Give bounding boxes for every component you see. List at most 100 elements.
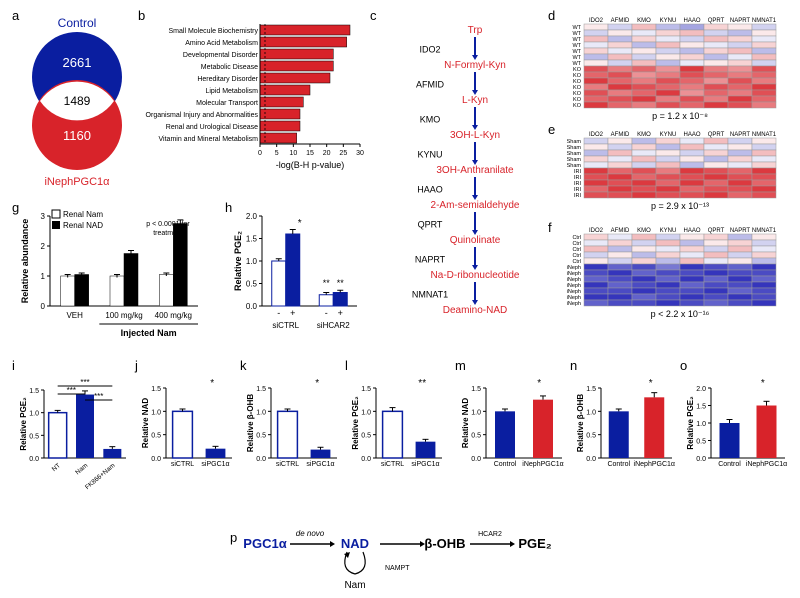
svg-text:0.0: 0.0: [586, 456, 596, 463]
svg-text:0.0: 0.0: [361, 456, 371, 463]
svg-text:Injected Nam: Injected Nam: [121, 328, 177, 338]
svg-text:0.0: 0.0: [151, 456, 161, 463]
svg-text:AFMID: AFMID: [416, 80, 444, 90]
svg-text:IDO2: IDO2: [419, 45, 440, 55]
svg-text:**: **: [323, 278, 331, 288]
svg-text:Nam: Nam: [344, 580, 365, 591]
hbar-chart: Small Molecule BiochemistryAmino Acid Me…: [142, 22, 367, 172]
svg-text:PGC1α: PGC1α: [243, 536, 286, 551]
svg-text:Relative PGE₂: Relative PGE₂: [19, 397, 28, 451]
svg-text:Trp: Trp: [468, 25, 483, 36]
barchart-h: 0.00.51.01.52.0-+siCTRL-+siHCAR2Relative…: [232, 208, 370, 353]
svg-text:2-Am-semialdehyde: 2-Am-semialdehyde: [431, 200, 520, 211]
barchart-i: 0.00.51.01.5NTNamFK866+NamRelative PGE₂*…: [18, 368, 133, 498]
svg-text:*: *: [210, 378, 214, 389]
svg-text:siCTRL: siCTRL: [381, 461, 404, 468]
barchart-m: 0.00.51.01.5ControliNephPGC1αRelative NA…: [460, 368, 570, 498]
svg-text:0.0: 0.0: [696, 456, 706, 463]
svg-text:***: ***: [80, 378, 89, 387]
svg-text:0.5: 0.5: [696, 439, 706, 446]
svg-text:Renal Nam: Renal Nam: [63, 210, 103, 219]
svg-text:IDO2: IDO2: [589, 132, 604, 138]
svg-text:QPRT: QPRT: [418, 220, 443, 230]
svg-text:0.5: 0.5: [246, 280, 258, 289]
svg-text:0.5: 0.5: [151, 433, 161, 440]
svg-text:NT: NT: [51, 462, 62, 473]
svg-text:Vitamin and Mineral Metabolism: Vitamin and Mineral Metabolism: [159, 136, 259, 143]
svg-text:**: **: [337, 278, 345, 288]
svg-text:*: *: [649, 378, 653, 389]
svg-text:KO: KO: [573, 103, 582, 109]
barchart-j: 0.00.51.01.5siCTRLsiPGC1αRelative NAD*: [140, 368, 240, 498]
svg-text:Relative NAD: Relative NAD: [461, 398, 470, 448]
svg-text:NAPRT: NAPRT: [730, 132, 751, 138]
svg-text:Quinolinate: Quinolinate: [450, 235, 501, 246]
svg-text:NMNAT1: NMNAT1: [752, 18, 777, 24]
svg-text:1.5: 1.5: [246, 235, 258, 244]
svg-text:3OH-L-Kyn: 3OH-L-Kyn: [450, 130, 500, 141]
svg-text:Relative PGE₂: Relative PGE₂: [351, 396, 360, 450]
svg-text:1.0: 1.0: [471, 409, 481, 416]
panel-label-l: l: [345, 358, 348, 373]
svg-text:HAAO: HAAO: [417, 185, 443, 195]
svg-text:p = 2.9 x 10⁻¹³: p = 2.9 x 10⁻¹³: [651, 201, 709, 211]
barchart-g: 0123VEH100 mg/kg400 mg/kgRelative abunda…: [18, 208, 223, 353]
svg-text:Hereditary Disorder: Hereditary Disorder: [197, 76, 258, 83]
svg-text:1.5: 1.5: [361, 386, 371, 393]
svg-text:0.0: 0.0: [29, 456, 39, 463]
svg-text:0.5: 0.5: [471, 433, 481, 440]
svg-text:FK866+Nam: FK866+Nam: [84, 462, 117, 491]
venn-mid-n: 1489: [64, 94, 91, 108]
svg-text:AFMID: AFMID: [611, 18, 630, 24]
svg-text:Relative NAD: Relative NAD: [141, 398, 150, 448]
venn-top-label: Control: [58, 16, 97, 30]
svg-text:KMO: KMO: [420, 115, 441, 125]
barchart-k: 0.00.51.01.5siCTRLsiPGC1αRelative β-OHB*: [245, 368, 345, 498]
svg-text:1: 1: [41, 272, 46, 281]
barchart-n: 0.00.51.01.5ControliNephPGC1αRelative β-…: [575, 368, 680, 498]
heatmap-d: IDO2AFMIDKMOKYNUHAAOQPRTNAPRTNMNAT1WTWTW…: [556, 14, 796, 126]
svg-text:3OH-Anthranilate: 3OH-Anthranilate: [436, 165, 514, 176]
svg-text:PGE₂: PGE₂: [518, 536, 551, 551]
svg-text:Relative abundance: Relative abundance: [20, 219, 30, 304]
svg-text:-: -: [325, 308, 328, 318]
svg-text:siCTRL: siCTRL: [276, 461, 299, 468]
svg-text:HAAO: HAAO: [683, 132, 700, 138]
svg-text:0.5: 0.5: [29, 433, 39, 440]
svg-text:10: 10: [289, 150, 297, 157]
svg-text:KYNU: KYNU: [660, 18, 677, 24]
svg-text:Na-D-ribonucleotide: Na-D-ribonucleotide: [431, 270, 520, 281]
venn-diagram: Control 2661 1489 1160 iNephPGC1α: [20, 15, 135, 190]
svg-text:QPRT: QPRT: [708, 132, 725, 138]
svg-text:L-Kyn: L-Kyn: [462, 95, 488, 106]
svg-text:siPGC1α: siPGC1α: [306, 461, 334, 468]
svg-text:1.0: 1.0: [246, 257, 258, 266]
svg-text:HAAO: HAAO: [683, 18, 700, 24]
svg-text:1.5: 1.5: [696, 404, 706, 411]
svg-text:NAPRT: NAPRT: [415, 255, 446, 265]
svg-text:1.5: 1.5: [586, 386, 596, 393]
svg-text:HCAR2: HCAR2: [478, 531, 502, 538]
svg-text:1.5: 1.5: [471, 386, 481, 393]
svg-text:siPGC1α: siPGC1α: [201, 461, 229, 468]
svg-text:1.0: 1.0: [696, 421, 706, 428]
pathway-p: PGC1αNADβ-OHBPGE₂de novoHCAR2NAMPTNam: [245, 530, 605, 590]
svg-text:iNephPGC1α: iNephPGC1α: [746, 461, 787, 468]
panel-label-e: e: [548, 122, 555, 137]
svg-text:NAPRT: NAPRT: [730, 18, 751, 24]
svg-text:β-OHB: β-OHB: [424, 536, 465, 551]
pathway-diagram: TrpIDO2N-Formyl-KynAFMIDL-KynKMO3OH-L-Ky…: [375, 18, 543, 343]
svg-text:IRI: IRI: [574, 193, 582, 199]
svg-text:***: ***: [67, 386, 76, 395]
svg-text:NAD: NAD: [341, 536, 369, 551]
svg-text:HAAO: HAAO: [683, 228, 700, 234]
svg-text:0.0: 0.0: [246, 302, 258, 311]
svg-text:Renal NAD: Renal NAD: [63, 221, 103, 230]
svg-text:1.5: 1.5: [256, 386, 266, 393]
svg-text:100 mg/kg: 100 mg/kg: [105, 311, 142, 320]
svg-text:Relative PGE₂: Relative PGE₂: [686, 396, 695, 450]
svg-text:p < 2.2 x 10⁻¹⁶: p < 2.2 x 10⁻¹⁶: [651, 309, 710, 319]
svg-text:**: **: [418, 378, 426, 389]
panel-label-i: i: [12, 358, 15, 373]
svg-text:5: 5: [275, 150, 279, 157]
